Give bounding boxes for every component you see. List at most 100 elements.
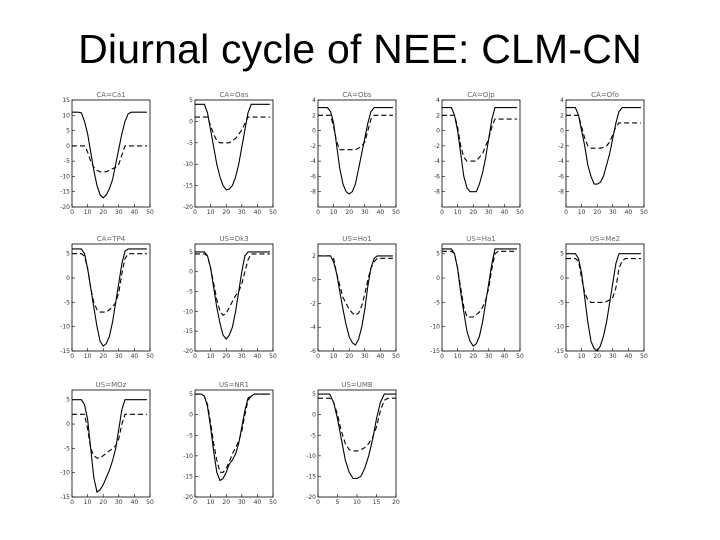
y-tick-label: 0 — [66, 421, 70, 428]
y-tick-label: -10 — [183, 161, 193, 168]
y-tick-label: -20 — [183, 494, 193, 501]
y-tick-label: -15 — [60, 494, 70, 501]
y-tick-label: 5 — [312, 391, 316, 398]
x-tick-label: 50 — [640, 209, 648, 216]
nee-panel: US=Ha1 0 10 20 30 40 50 -15 -10 -5 0 5 — [430, 235, 524, 360]
y-tick-label: -20 — [183, 348, 193, 355]
y-tick-label: -15 — [430, 348, 440, 355]
x-tick-label: 50 — [392, 209, 400, 216]
x-tick-label: 10 — [330, 209, 338, 216]
x-tick-label: 40 — [254, 353, 262, 360]
panel-title: CA=TP4 — [97, 235, 126, 243]
dashed-series-line — [566, 114, 641, 149]
y-tick-label: -8 — [434, 189, 440, 196]
x-tick-label: 50 — [269, 353, 277, 360]
solid-series-line — [566, 107, 641, 185]
plot-frame — [194, 99, 274, 208]
x-tick-label: 10 — [578, 209, 586, 216]
x-tick-label: 30 — [609, 209, 617, 216]
x-tick-label: 30 — [115, 353, 123, 360]
x-tick-label: 50 — [146, 209, 154, 216]
x-tick-label: 20 — [345, 209, 353, 216]
plot-frame — [317, 243, 397, 352]
plot-frame — [317, 389, 397, 498]
nee-panel: CA=Ofo 0 10 20 30 40 50 -8 -6 -4 -2 0 2 4 — [558, 91, 648, 216]
solid-series-line — [195, 103, 270, 191]
x-tick-label: 20 — [392, 499, 400, 506]
dashed-series-line — [318, 255, 393, 316]
solid-series-line — [72, 399, 147, 494]
nee-panel: US=Ho1 0 10 20 30 40 50 -6 -4 -2 0 2 — [310, 235, 400, 360]
x-tick-label: 10 — [353, 499, 361, 506]
y-tick-label: -5 — [187, 289, 193, 296]
dashed-series-line — [442, 114, 517, 162]
x-tick-label: 0 — [70, 499, 74, 506]
y-tick-label: -5 — [558, 299, 564, 306]
y-tick-label: -2 — [310, 143, 316, 150]
x-tick-label: 0 — [70, 353, 74, 360]
y-tick-label: 5 — [560, 251, 564, 258]
panel-title: US=Ha1 — [466, 235, 495, 243]
y-tick-label: -4 — [558, 158, 564, 165]
dashed-series-line — [195, 253, 270, 317]
x-tick-label: 40 — [501, 353, 509, 360]
y-tick-label: -2 — [434, 143, 440, 150]
y-tick-label: -10 — [60, 470, 70, 477]
x-tick-label: 0 — [440, 209, 444, 216]
y-tick-label: 0 — [189, 412, 193, 419]
x-tick-label: 30 — [115, 499, 123, 506]
x-tick-label: 20 — [469, 209, 477, 216]
dashed-series-line — [318, 114, 393, 151]
solid-series-line — [72, 111, 147, 199]
solid-series-line — [442, 107, 517, 193]
x-tick-label: 50 — [516, 353, 524, 360]
y-tick-label: -10 — [430, 324, 440, 331]
x-tick-label: 30 — [485, 209, 493, 216]
y-tick-label: -4 — [310, 158, 316, 165]
x-tick-label: 20 — [99, 209, 107, 216]
nee-panel: US=Me2 0 10 20 30 40 50 -15 -10 -5 0 5 — [554, 235, 648, 360]
x-tick-label: 40 — [501, 209, 509, 216]
panel-title: US=Ho1 — [342, 235, 371, 243]
x-tick-label: 5 — [336, 499, 340, 506]
x-tick-label: 40 — [625, 353, 633, 360]
plot-frame — [71, 99, 151, 208]
y-tick-label: 2 — [560, 112, 564, 119]
x-tick-label: 50 — [392, 353, 400, 360]
x-tick-label: 0 — [316, 499, 320, 506]
y-tick-label: 5 — [189, 249, 193, 256]
y-tick-label: -10 — [183, 453, 193, 460]
y-tick-label: 0 — [560, 128, 564, 135]
y-tick-label: 0 — [560, 275, 564, 282]
y-tick-label: 5 — [436, 251, 440, 258]
y-tick-label: -6 — [310, 173, 316, 180]
y-tick-label: 0 — [66, 143, 70, 150]
x-tick-label: 30 — [361, 353, 369, 360]
y-tick-label: 0 — [189, 118, 193, 125]
dashed-series-line — [72, 253, 147, 313]
slide-title: Diurnal cycle of NEE: CLM-CN — [78, 26, 642, 72]
y-tick-label: -4 — [434, 158, 440, 165]
y-tick-label: 0 — [436, 128, 440, 135]
y-tick-label: 5 — [189, 97, 193, 104]
x-tick-label: 30 — [238, 353, 246, 360]
y-tick-label: -2 — [310, 300, 316, 307]
panel-title: US=Me2 — [590, 235, 620, 243]
solid-series-line — [566, 253, 641, 352]
solid-series-line — [318, 255, 393, 346]
y-tick-label: -6 — [310, 348, 316, 355]
x-tick-label: 20 — [222, 499, 230, 506]
x-tick-label: 30 — [238, 499, 246, 506]
y-tick-label: 5 — [66, 397, 70, 404]
y-tick-label: -5 — [187, 140, 193, 147]
x-tick-label: 40 — [131, 209, 139, 216]
y-tick-label: -8 — [310, 189, 316, 196]
y-tick-label: -15 — [183, 473, 193, 480]
plot-frame — [565, 99, 645, 208]
dashed-series-line — [442, 250, 517, 318]
y-tick-label: 4 — [312, 97, 316, 104]
y-tick-label: -10 — [306, 453, 316, 460]
nee-panel: CA=Ojp 0 10 20 30 40 50 -8 -6 -4 -2 0 2 4 — [434, 91, 524, 216]
x-tick-label: 50 — [269, 209, 277, 216]
y-tick-label: 5 — [66, 128, 70, 135]
